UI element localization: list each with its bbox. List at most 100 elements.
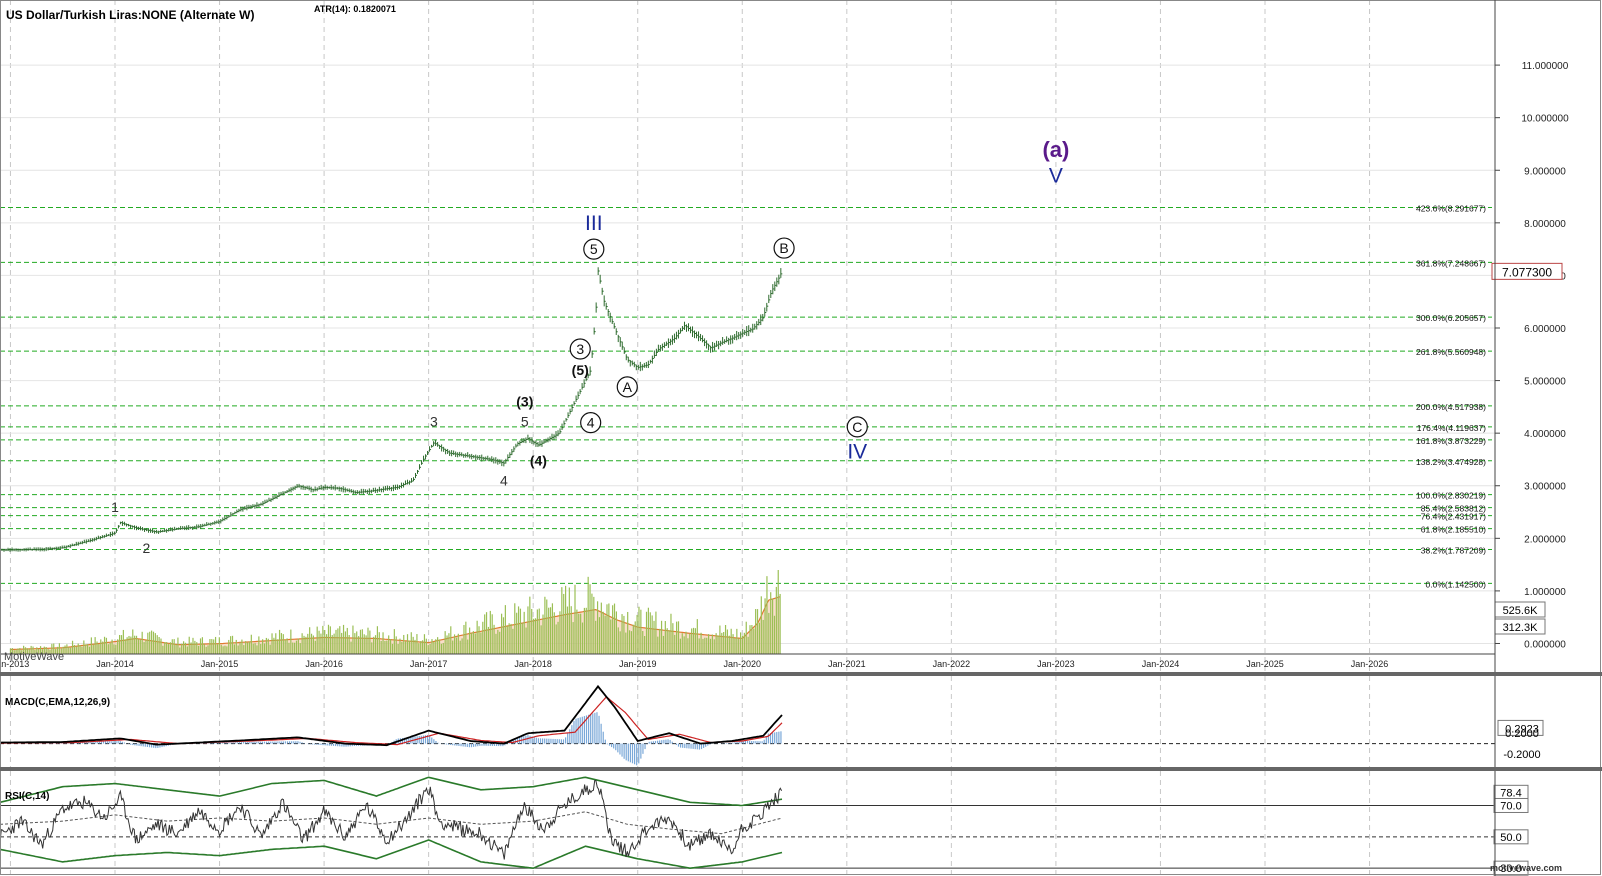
fib-label: 85.4%(2.583812) — [1421, 504, 1486, 514]
rsi-tick-label: 30.0 — [1500, 863, 1521, 875]
rsi-line — [0, 779, 783, 860]
y-tick-label: 6.000000 — [1524, 324, 1566, 335]
x-tick-label: Jan-2013 — [0, 659, 29, 669]
macd-tick-label: -0.2000 — [1503, 749, 1540, 761]
wave-labels: 1 2 3 4 5 (3) (4) (5) 3 4 5 A B C III IV (a) V — [111, 137, 1069, 556]
price-grid — [0, 0, 1495, 876]
fib-label: 161.8%(3.873229) — [1416, 436, 1486, 446]
wave-label: (5) — [572, 362, 589, 378]
footer-url: motivewave.com — [1490, 863, 1562, 873]
wave-circle — [583, 238, 605, 260]
fib-label: 261.8%(5.560948) — [1416, 347, 1486, 357]
rsi-value-box — [1493, 860, 1529, 876]
macd-tick-label: 0.2000 — [1505, 728, 1539, 740]
last-price-label: 7.077300 — [1502, 265, 1552, 279]
volume-axis-label: 525.6K — [1503, 605, 1539, 617]
wave-circle — [773, 237, 795, 259]
rsi-value-box — [1493, 829, 1529, 845]
y-tick-label: 10.000000 — [1521, 114, 1569, 125]
fib-label: 76.4%(2.431917) — [1421, 512, 1486, 522]
wave-label: V — [1049, 165, 1063, 188]
macd-signal-line — [0, 695, 783, 746]
atr-label: ATR(14): 0.1820071 — [314, 4, 396, 14]
price-bars — [0, 267, 783, 553]
price-axis[interactable]: 0.000000 1.000000 2.000000 3.000000 4.000000… — [1491, 61, 1569, 650]
rsi-panel[interactable]: 78.470.0 50.0 30.0 — [0, 776, 1529, 876]
macd-title: MACD(C,EMA,12,26,9) — [5, 697, 110, 708]
x-tick-label: Jan-2023 — [1037, 659, 1075, 669]
y-tick-label: 8.000000 — [1524, 219, 1566, 230]
fib-levels: 423.6%(8.291677) 361.8%(7.248667) 300.0%(6… — [0, 204, 1492, 589]
volume-average-fill — [10, 596, 781, 654]
wave-label: C — [852, 419, 862, 435]
volume-bars — [9, 570, 781, 654]
volume-axis-label: 312.3K — [1503, 622, 1539, 634]
macd-tick-label: 0.2923 — [1505, 723, 1539, 735]
x-tick-label: Jan-2019 — [619, 659, 657, 669]
wave-label: 5 — [590, 241, 598, 257]
x-tick-label: Jan-2015 — [201, 659, 239, 669]
y-tick-label: 2.000000 — [1524, 534, 1566, 545]
fib-label: 0.0%(1.142500) — [1426, 579, 1487, 589]
fib-label: 138.2%(3.474928) — [1416, 457, 1486, 467]
macd-line — [0, 684, 783, 747]
volume-average — [10, 596, 781, 654]
wave-label: A — [623, 379, 633, 395]
wave-label: 5 — [521, 414, 529, 430]
fib-label: 38.2%(1.787209) — [1421, 546, 1486, 556]
x-tick-label: Jan-2021 — [828, 659, 866, 669]
watermark: MotiveWave — [4, 651, 64, 663]
last-price-box — [1491, 262, 1563, 280]
wave-label: III — [585, 212, 603, 235]
y-tick-label: 11.000000 — [1522, 61, 1569, 72]
rsi-tick-label: 78.4 — [1500, 787, 1521, 799]
fib-label: 423.6%(8.291677) — [1416, 204, 1486, 214]
x-tick-label: Jan-2014 — [96, 659, 134, 669]
y-tick-label: 5.000000 — [1524, 377, 1566, 388]
rsi-value-box — [1493, 797, 1529, 813]
x-tick-label: Jan-2018 — [514, 659, 552, 669]
wave-label: B — [779, 240, 788, 256]
panel-separator-rsi — [0, 767, 1602, 771]
wave-label: (4) — [530, 453, 547, 469]
rsi-average-line — [0, 811, 783, 835]
x-tick-label: Jan-2016 — [305, 659, 343, 669]
x-tick-label: Jan-2017 — [410, 659, 448, 669]
wave-label: 3 — [576, 341, 584, 357]
y-tick-label: 4.000000 — [1524, 429, 1566, 440]
wave-circle — [569, 338, 591, 360]
wave-circle — [580, 412, 602, 434]
fib-label: 61.8%(2.185510) — [1421, 525, 1486, 535]
rsi-title: RSI(C,14) — [5, 791, 49, 802]
x-tick-label: Jan-2026 — [1351, 659, 1389, 669]
wave-circle — [616, 376, 638, 398]
panel-separator-macd — [0, 672, 1602, 676]
wave-label: (a) — [1042, 137, 1069, 162]
wave-label: 3 — [430, 414, 438, 430]
fib-label: 100.0%(2.830219) — [1416, 491, 1486, 501]
fib-label: 361.8%(7.248667) — [1416, 258, 1486, 268]
wave-label: IV — [847, 441, 867, 464]
fib-label: 200.0%(4.517938) — [1416, 402, 1486, 412]
wave-label: (3) — [516, 394, 533, 410]
time-axis[interactable]: Jan-2013 Jan-2014 Jan-2015 Jan-2016 Jan-2017… — [0, 653, 1495, 669]
fib-label: 176.4%(4.119637) — [1417, 423, 1486, 433]
rsi-tick-label: 50.0 — [1500, 832, 1521, 844]
fib-label: 300.0%(6.205657) — [1416, 313, 1486, 323]
x-tick-label: Jan-2025 — [1246, 659, 1284, 669]
rsi-lower-band — [0, 839, 783, 870]
y-tick-label: 1.000000 — [1524, 587, 1566, 598]
y-tick-label: 3.000000 — [1524, 482, 1566, 493]
wave-label: 4 — [587, 415, 595, 431]
macd-value-box — [1497, 719, 1544, 736]
x-tick-label: Jan-2024 — [1142, 659, 1180, 669]
rsi-upper-band — [0, 776, 783, 807]
wave-circle — [846, 416, 868, 438]
x-tick-label: Jan-2022 — [933, 659, 971, 669]
wave-label: 1 — [111, 499, 119, 515]
rsi-tick-label: 70.0 — [1500, 800, 1521, 812]
